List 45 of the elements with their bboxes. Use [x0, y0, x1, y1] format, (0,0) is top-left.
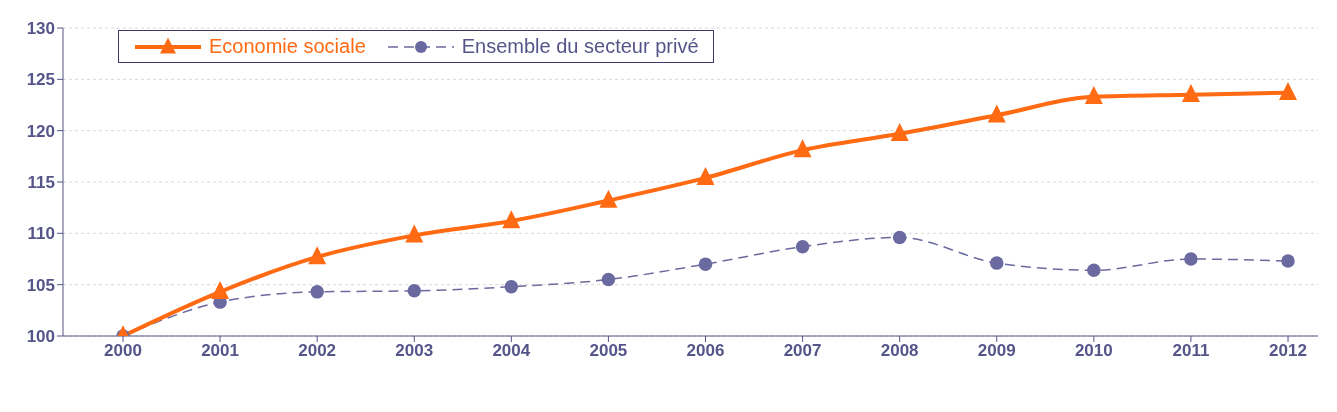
- point: [892, 230, 907, 245]
- point: [502, 210, 521, 229]
- point: [795, 239, 810, 254]
- y-tick-label: 110: [27, 224, 55, 244]
- y-tick-label: 105: [26, 275, 55, 295]
- point: [990, 256, 1004, 270]
- x-tick-label: 2004: [492, 341, 531, 361]
- point: [407, 284, 421, 298]
- y-tick-label: 125: [26, 70, 55, 90]
- x-tick-label: 2000: [104, 341, 142, 361]
- point: [310, 285, 324, 299]
- legend-label: Economie sociale: [209, 35, 366, 58]
- x-tick-label: 2009: [977, 341, 1016, 361]
- y-tick-label: 100: [26, 327, 55, 347]
- point: [987, 104, 1006, 123]
- point: [405, 224, 424, 243]
- x-tick-label: 2001: [201, 341, 239, 361]
- x-tick-label: 2006: [686, 341, 725, 361]
- point: [698, 257, 713, 271]
- x-tick-label: 2002: [298, 341, 337, 361]
- x-tick-label: 2003: [395, 341, 434, 361]
- point: [1184, 252, 1198, 266]
- x-tick-label: 2007: [783, 341, 822, 361]
- y-tick-label: 115: [27, 173, 55, 193]
- point: [696, 167, 715, 186]
- y-tick-label: 120: [26, 121, 55, 141]
- x-tick-label: 2012: [1269, 341, 1307, 361]
- legend-label: Ensemble du secteur privé: [461, 35, 699, 58]
- x-tick-label: 2011: [1172, 341, 1210, 361]
- point: [793, 139, 812, 158]
- point: [1281, 254, 1295, 268]
- y-tick-label: 130: [26, 19, 55, 39]
- point: [504, 279, 519, 294]
- point: [890, 122, 909, 141]
- point: [1084, 85, 1103, 104]
- x-tick-label: 2008: [880, 341, 919, 361]
- point: [308, 246, 327, 265]
- point: [601, 272, 616, 287]
- point: [211, 281, 230, 300]
- x-tick-label: 2005: [589, 341, 628, 361]
- x-tick-label: 2010: [1074, 341, 1113, 361]
- point: [1181, 83, 1200, 102]
- point: [1087, 263, 1101, 278]
- point: [1279, 81, 1297, 100]
- point: [599, 189, 618, 208]
